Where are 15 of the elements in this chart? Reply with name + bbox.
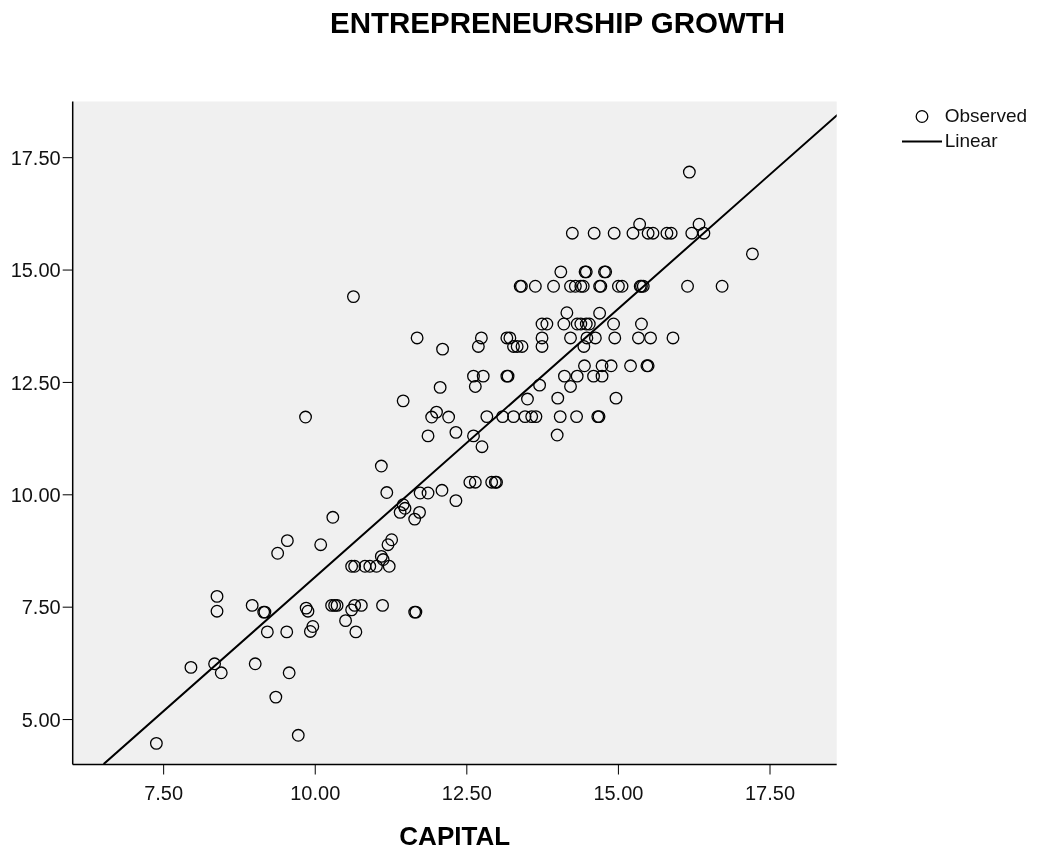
y-tick-label: 5.00 — [21, 708, 61, 731]
legend-label: Observed — [944, 105, 1028, 127]
y-tick-label: 10.00 — [10, 483, 61, 506]
y-tick-label: 17.50 — [10, 146, 61, 169]
x-tick-label: 10.00 — [290, 781, 341, 804]
x-axis-title: CAPITAL — [399, 821, 511, 851]
x-tick-label: 12.50 — [441, 781, 492, 804]
x-tick-label: 15.00 — [593, 781, 644, 804]
legend-label: Linear — [944, 130, 998, 152]
x-tick-label: 7.50 — [144, 781, 184, 804]
chart-title: ENTREPRENEURSHIP GROWTH — [330, 6, 786, 40]
y-tick-label: 15.00 — [10, 259, 61, 282]
y-tick-label: 12.50 — [10, 371, 61, 394]
x-tick-label: 17.50 — [744, 781, 796, 804]
y-tick-label: 7.50 — [21, 596, 61, 619]
